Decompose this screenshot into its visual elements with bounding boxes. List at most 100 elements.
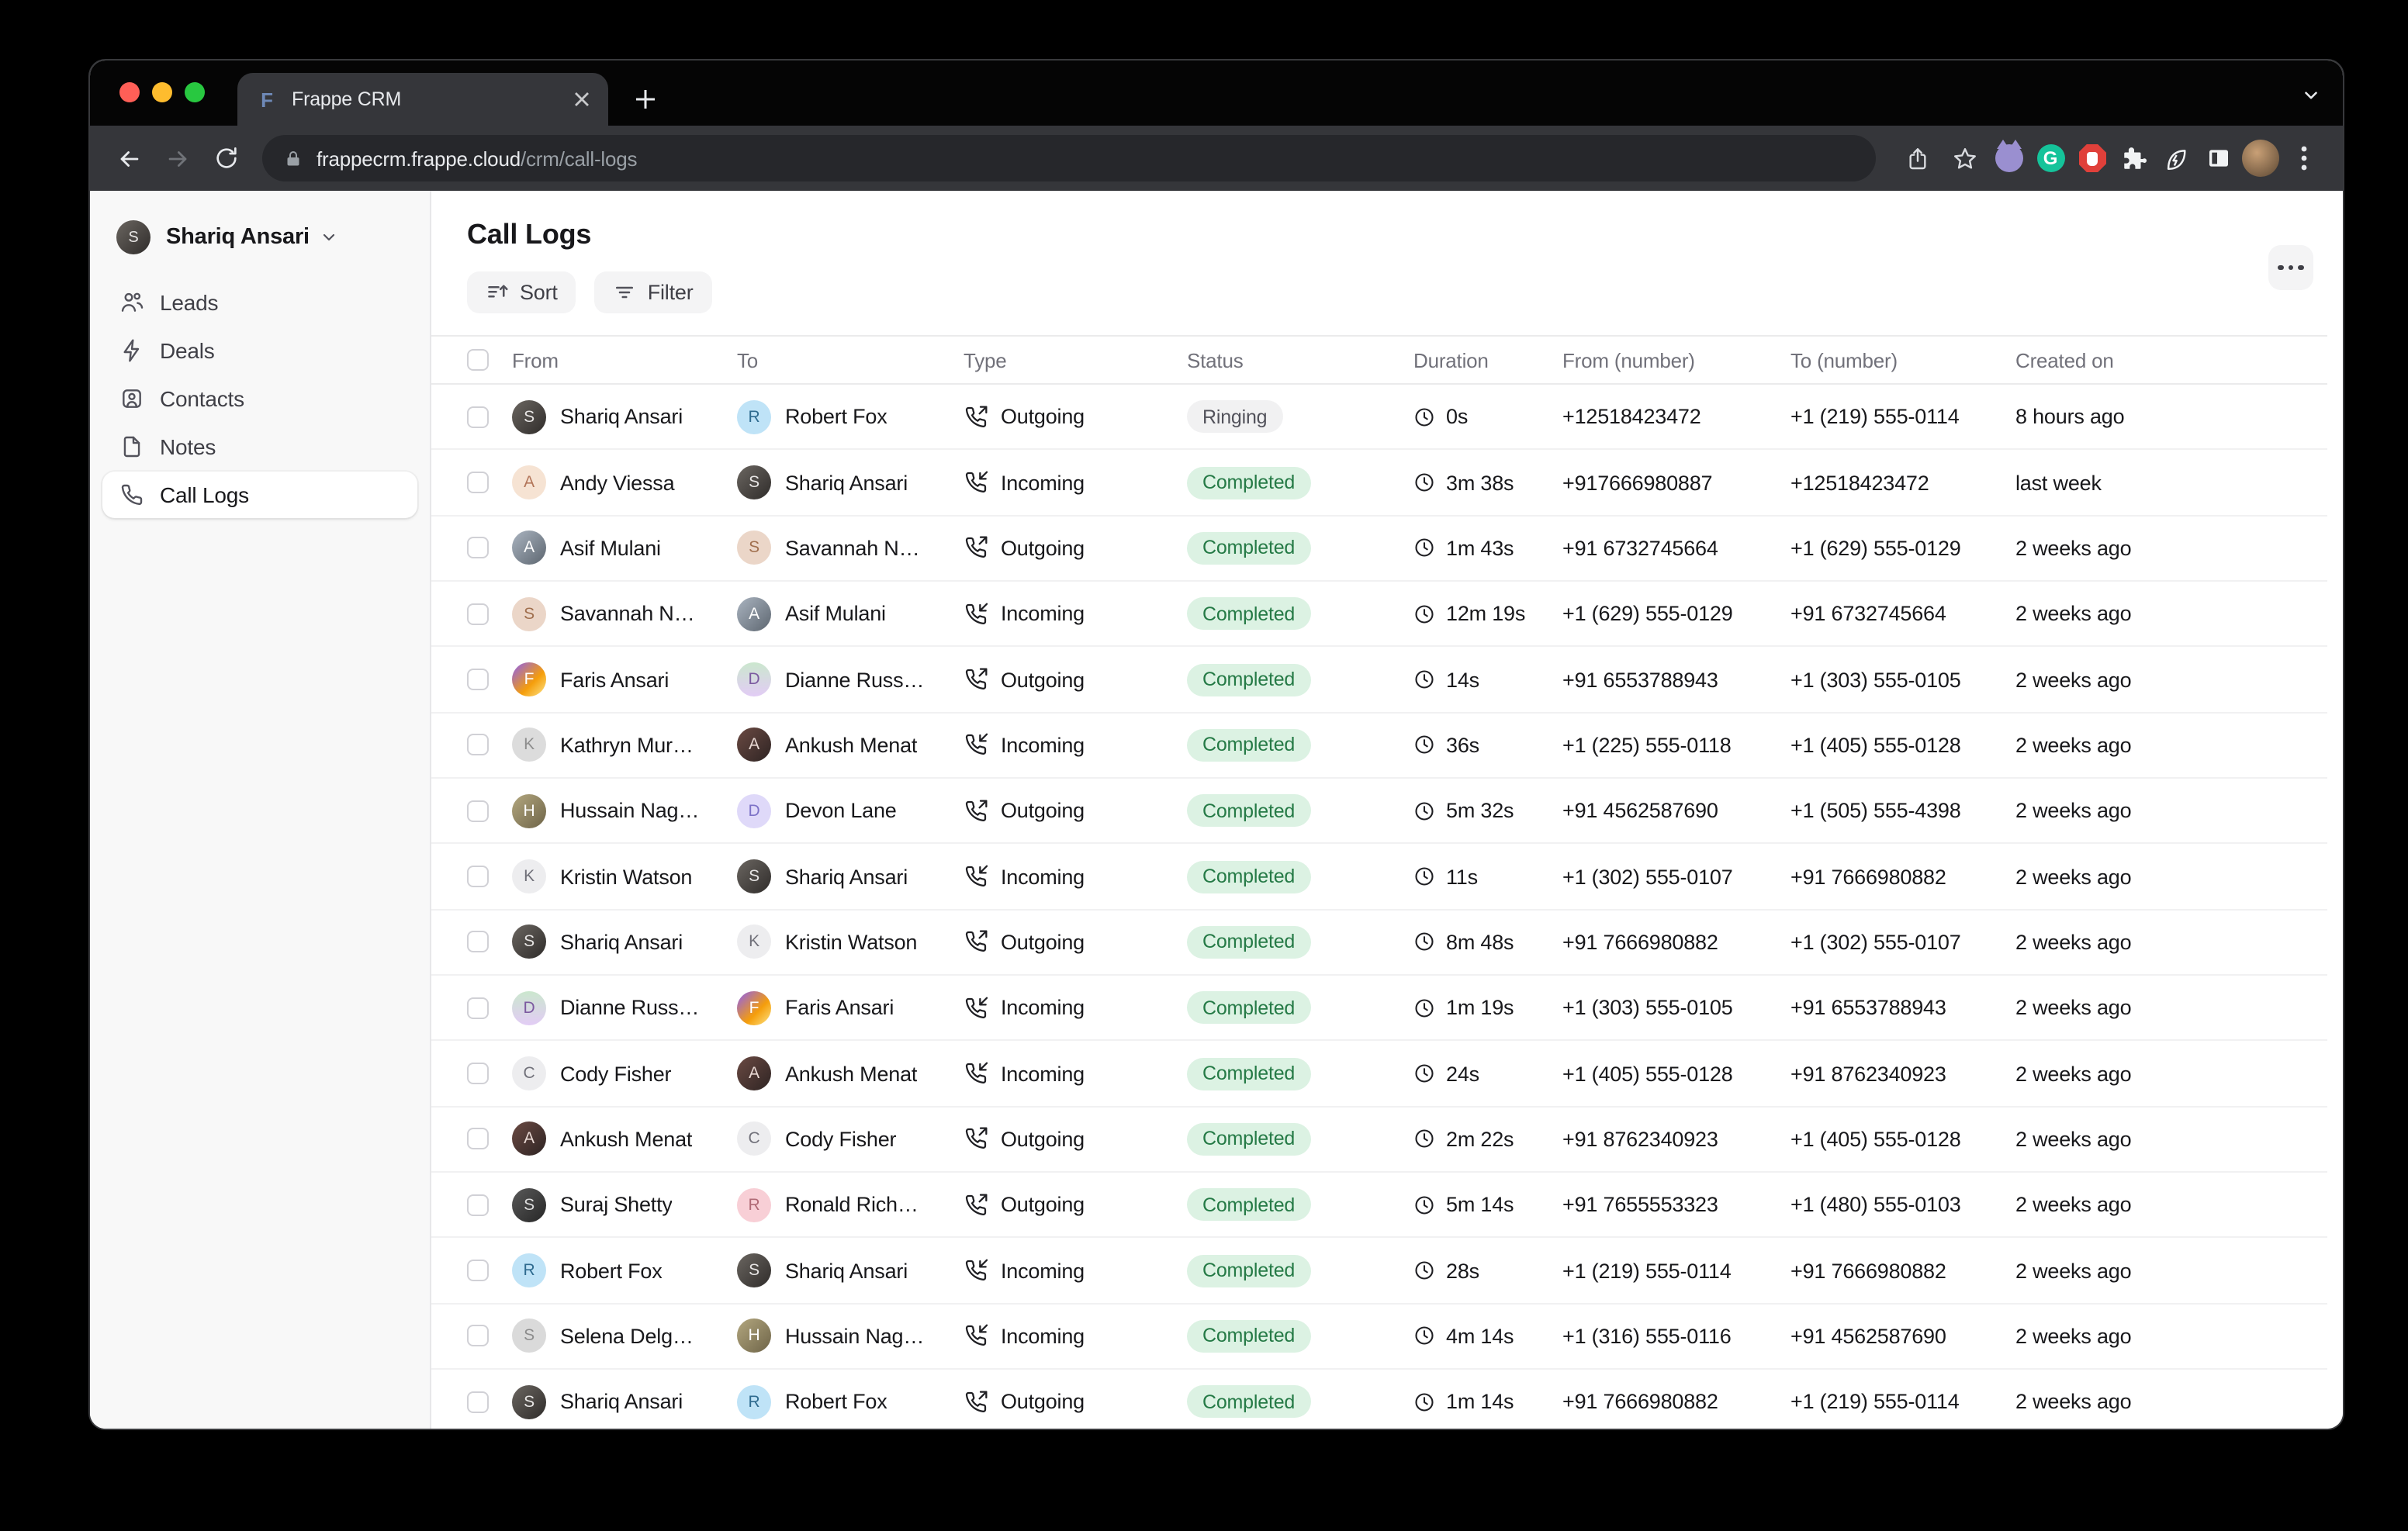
table-row[interactable]: F Faris Ansari D Dianne Russ… Outgoing C… [431,648,2327,714]
status-badge: Completed [1187,1254,1311,1287]
sort-button[interactable]: Sort [467,271,576,313]
profile-avatar[interactable] [2239,135,2281,181]
filter-button[interactable]: Filter [594,271,712,313]
to-cell: F Faris Ansari [737,990,964,1025]
row-checkbox[interactable] [467,1391,489,1413]
duration-cell: 36s [1413,734,1562,757]
duration-value: 12m 19s [1446,602,1526,626]
reload-button[interactable] [202,134,250,182]
to-avatar: K [737,924,771,959]
to-avatar: C [737,1121,771,1156]
tab-close-icon[interactable] [574,92,590,107]
created-on: 8 hours ago [2015,405,2125,429]
sidebar-item-label: Contacts [160,386,244,411]
row-checkbox[interactable] [467,406,489,428]
sidebar-item-deals[interactable]: Deals [102,327,417,374]
table-row[interactable]: K Kathryn Mur… A Ankush Menat Incoming C… [431,713,2327,779]
user-menu[interactable]: S Shariq Ansari [116,220,411,254]
status-badge: Completed [1187,925,1311,959]
row-checkbox[interactable] [467,1063,489,1085]
from-cell: C Cody Fisher [512,1056,737,1091]
row-checkbox[interactable] [467,669,489,691]
table-row[interactable]: S Selena Delg… H Hussain Nag… Incoming C… [431,1305,2327,1370]
clock-icon [1415,1196,1434,1215]
table-row[interactable]: S Savannah N… A Asif Mulani Incoming Com… [431,582,2327,648]
row-checkbox[interactable] [467,997,489,1019]
outgoing-call-icon [965,1391,988,1412]
to-name: Devon Lane [785,799,897,823]
bookmark-star-icon[interactable] [1941,135,1988,181]
type-cell: Incoming [964,996,1187,1021]
browser-tab[interactable]: F Frappe CRM [237,73,608,126]
github-extension-icon[interactable] [1988,135,2029,181]
sidebar-item-contacts[interactable]: Contacts [102,375,417,422]
column-header-type[interactable]: Type [964,348,1007,372]
side-panel-icon[interactable] [2197,135,2239,181]
column-header-to[interactable]: To [737,348,759,372]
row-checkbox[interactable] [467,472,489,494]
table-row[interactable]: A Andy Viessa S Shariq Ansari Incoming C… [431,451,2327,517]
from-avatar: K [512,727,546,762]
zoom-window-button[interactable] [185,82,205,102]
row-checkbox[interactable] [467,800,489,822]
page-title: Call Logs [467,219,592,250]
close-window-button[interactable] [119,82,140,102]
browser-menu-icon[interactable] [2281,135,2327,181]
row-checkbox[interactable] [467,603,489,625]
column-header-from-number[interactable]: From (number) [1562,348,1695,372]
forward-button[interactable] [154,134,202,182]
share-icon[interactable] [1894,135,1941,181]
adblock-extension-icon[interactable] [2071,135,2113,181]
duration-value: 24s [1446,1062,1479,1086]
column-header-from[interactable]: From [512,348,559,372]
select-all-checkbox[interactable] [467,349,489,371]
more-options-button[interactable] [2268,245,2313,290]
table-row[interactable]: H Hussain Nag… D Devon Lane Outgoing Com… [431,779,2327,845]
leaf-extension-icon[interactable] [2155,135,2197,181]
minimize-window-button[interactable] [152,82,172,102]
table-row[interactable]: S Shariq Ansari K Kristin Watson Outgoin… [431,911,2327,976]
row-checkbox[interactable] [467,1194,489,1216]
call-type-label: Incoming [1001,1062,1085,1086]
row-checkbox[interactable] [467,1325,489,1347]
column-header-to-number[interactable]: To (number) [1790,348,1898,372]
column-header-created-on[interactable]: Created on [2015,348,2114,372]
sidebar-item-leads[interactable]: Leads [102,279,417,326]
new-tab-button[interactable] [624,78,667,121]
status-cell: Completed [1187,1122,1413,1156]
table-row[interactable]: A Ankush Menat C Cody Fisher Outgoing Co… [431,1108,2327,1173]
row-checkbox[interactable] [467,537,489,559]
row-checkbox[interactable] [467,1260,489,1282]
table-row[interactable]: K Kristin Watson S Shariq Ansari Incomin… [431,845,2327,911]
clock-icon [1415,998,1434,1018]
tab-search-chevron-icon[interactable] [2289,76,2332,113]
extensions-puzzle-icon[interactable] [2113,135,2155,181]
from-number: +1 (303) 555-0105 [1562,996,1733,1020]
row-checkbox[interactable] [467,1128,489,1150]
row-checkbox[interactable] [467,734,489,756]
column-header-status[interactable]: Status [1187,348,1244,372]
to-cell: D Devon Lane [737,793,964,828]
url-text: frappecrm.frappe.cloud/crm/call-logs [317,147,637,170]
url-bar[interactable]: frappecrm.frappe.cloud/crm/call-logs [262,135,1876,181]
status-badge: Completed [1187,531,1311,565]
grammarly-extension-icon[interactable]: G [2029,135,2071,181]
status-badge: Completed [1187,1385,1311,1419]
back-button[interactable] [106,134,154,182]
table-row[interactable]: R Robert Fox S Shariq Ansari Incoming Co… [431,1239,2327,1305]
table-row[interactable]: D Dianne Russ… F Faris Ansari Incoming C… [431,976,2327,1042]
status-badge: Completed [1187,466,1311,499]
table-row[interactable]: S Shariq Ansari R Robert Fox Outgoing Co… [431,1370,2327,1429]
table-row[interactable]: A Asif Mulani S Savannah N… Outgoing Com… [431,516,2327,582]
sidebar-item-notes[interactable]: Notes [102,423,417,470]
outgoing-call-icon [965,537,988,558]
row-checkbox[interactable] [467,931,489,953]
row-checkbox[interactable] [467,866,489,888]
sidebar-item-call-logs[interactable]: Call Logs [102,472,417,518]
table-row[interactable]: S Shariq Ansari R Robert Fox Outgoing Ri… [431,385,2327,451]
created-on: 2 weeks ago [2015,1193,2132,1217]
call-type-label: Incoming [1001,471,1085,495]
column-header-duration[interactable]: Duration [1413,348,1489,372]
table-row[interactable]: S Suraj Shetty R Ronald Rich… Outgoing C… [431,1173,2327,1239]
table-row[interactable]: C Cody Fisher A Ankush Menat Incoming Co… [431,1042,2327,1108]
